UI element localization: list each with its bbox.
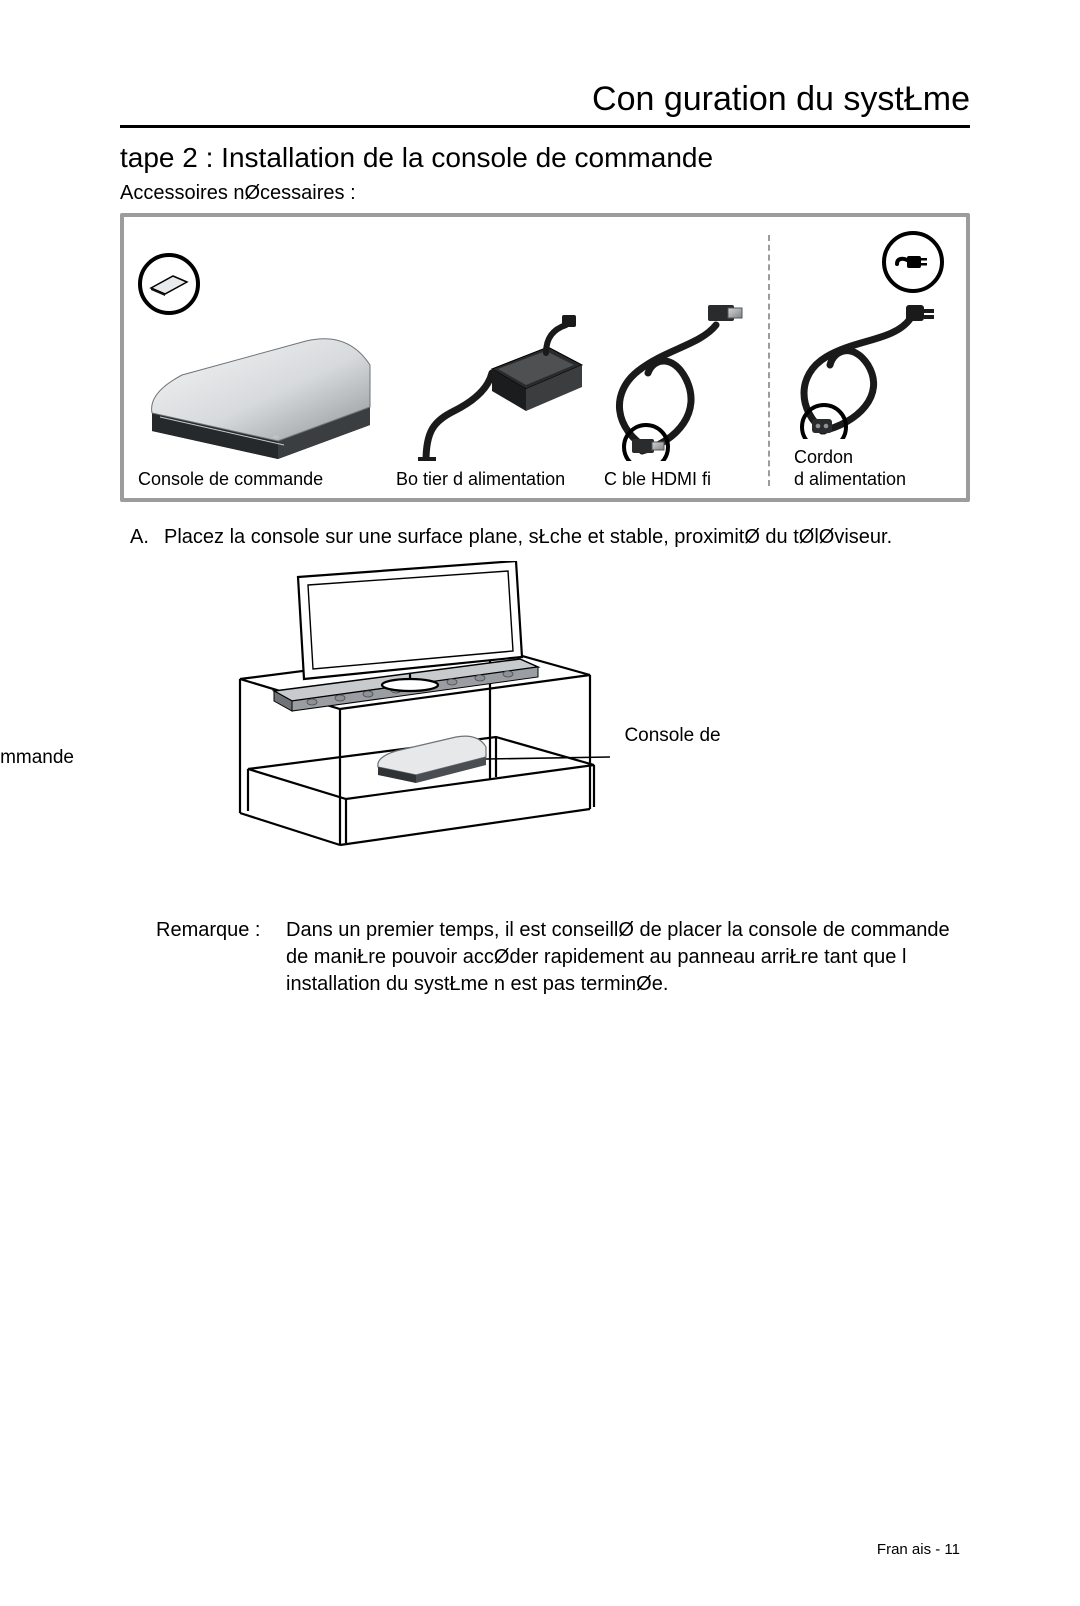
- placement-diagram: Console de commande: [190, 561, 970, 899]
- instruction-text: Placez la console sur une surface plane,…: [164, 524, 892, 551]
- page-footer: Fran ais - 11: [877, 1541, 960, 1558]
- remark: Remarque : Dans un premier temps, il est…: [156, 917, 970, 998]
- accessory-hdmi-label: C ble HDMI ﬁ: [604, 469, 744, 491]
- accessory-cord-label-2: d alimentation: [794, 469, 906, 489]
- placement-svg: [190, 561, 830, 871]
- accessories-heading: Accessoires nØcessaires :: [120, 182, 970, 205]
- console-svg: [138, 321, 378, 461]
- remark-label: Remarque :: [156, 917, 286, 998]
- accessories-box: Console de commande Bo tier d alimentati…: [120, 213, 970, 502]
- accessories-separator: [768, 235, 770, 486]
- accessory-psu-label: Bo tier d alimentation: [396, 469, 586, 491]
- step-title: tape 2 : Installation de la console de c…: [120, 142, 970, 174]
- instruction-a: A. Placez la console sur une surface pla…: [130, 524, 970, 551]
- accessory-cord-label: Cordon d alimentation: [794, 447, 944, 490]
- accessory-cord: Cordon d alimentation: [794, 231, 944, 490]
- accessory-hdmi: C ble HDMI ﬁ: [604, 301, 744, 491]
- accessory-console-label: Console de commande: [138, 469, 378, 491]
- page: Con guration du systŁme tape 2 : Install…: [0, 0, 1080, 1606]
- accessory-cord-label-1: Cordon: [794, 447, 853, 467]
- plug-mini-svg: [893, 248, 933, 276]
- section-title: Con guration du systŁme: [120, 80, 970, 128]
- instruction-letter: A.: [130, 524, 164, 551]
- plug-icon: [882, 231, 944, 293]
- remark-text: Dans un premier temps, il est conseillØ …: [286, 917, 970, 998]
- console-top-icon: [138, 253, 200, 315]
- console-mini-svg: [149, 272, 189, 296]
- accessory-console: Console de commande: [138, 253, 378, 491]
- cord-svg: [794, 299, 944, 439]
- accessory-psu: Bo tier d alimentation: [396, 311, 586, 491]
- hdmi-svg: [604, 301, 744, 461]
- psu-svg: [396, 311, 586, 461]
